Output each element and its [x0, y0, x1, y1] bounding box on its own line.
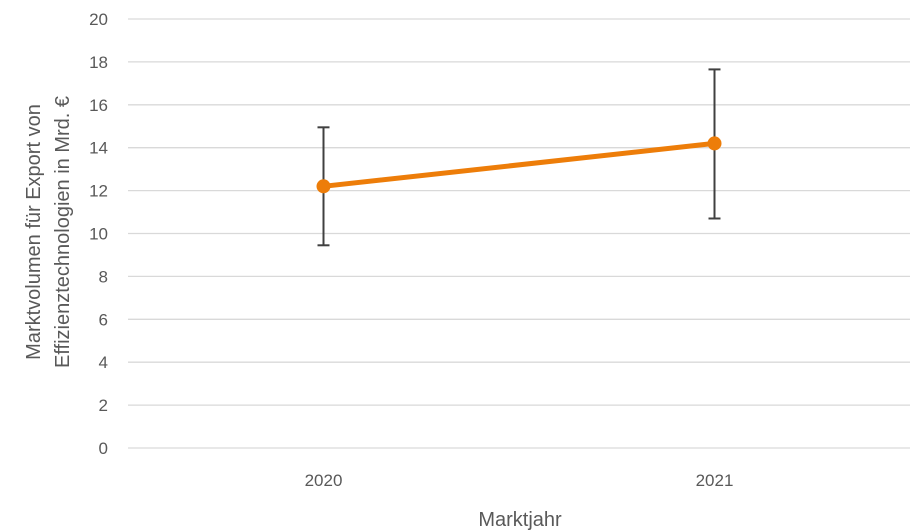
gridlines	[128, 18, 910, 449]
y-tick-label: 20	[89, 10, 108, 29]
y-tick-label: 10	[89, 225, 108, 244]
y-tick-label: 16	[89, 96, 108, 115]
data-point	[316, 179, 331, 194]
x-tick-label: 2021	[696, 471, 734, 490]
y-axis-title-line-1: Marktvolumen für Export von	[23, 104, 45, 360]
y-tick-label: 8	[99, 267, 108, 286]
y-tick-label: 12	[89, 182, 108, 201]
y-axis-title-line-2: Effizienztechnologien in Mrd. €	[52, 96, 74, 368]
y-tick-label: 6	[99, 310, 108, 329]
error-bars	[317, 68, 721, 247]
x-tick-labels: 2020 2021	[305, 471, 734, 490]
y-tick-label: 14	[89, 139, 108, 158]
y-tick-label: 4	[99, 353, 108, 372]
y-tick-label: 2	[99, 396, 108, 415]
y-tick-label: 0	[99, 439, 108, 458]
data-point	[707, 136, 722, 151]
y-tick-labels: 0 2 4 6 8 10 12 14 16 18 20	[89, 10, 108, 458]
y-tick-label: 18	[89, 53, 108, 72]
x-tick-label: 2020	[305, 471, 343, 490]
data-series	[316, 136, 722, 194]
x-axis-title: Marktjahr	[478, 509, 562, 531]
series-line	[321, 140, 717, 189]
